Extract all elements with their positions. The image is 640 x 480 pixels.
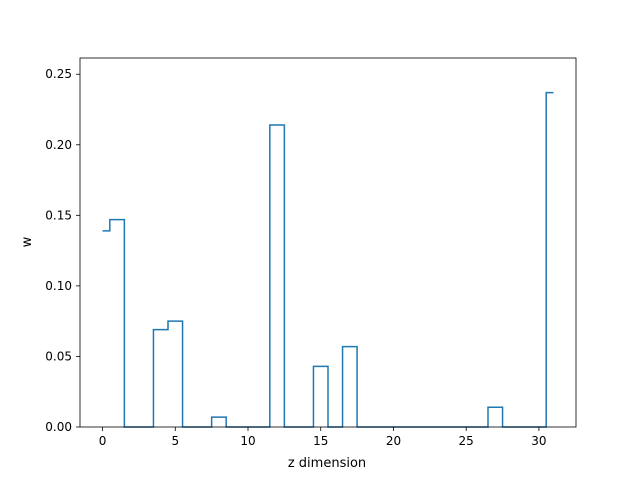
x-tick-label: 15 <box>313 434 328 448</box>
y-tick-label: 0.05 <box>45 349 72 363</box>
y-axis-label: w <box>20 236 35 247</box>
y-tick-label: 0.20 <box>45 138 72 152</box>
x-axis-ticks: 0 5 10 15 20 25 30 <box>99 427 547 448</box>
y-tick-label: 0.00 <box>45 420 72 434</box>
x-tick-label: 5 <box>171 434 179 448</box>
x-tick-label: 10 <box>240 434 255 448</box>
x-tick-label: 0 <box>99 434 107 448</box>
x-axis-label: z dimension <box>288 456 366 471</box>
y-tick-label: 0.25 <box>45 67 72 81</box>
axes-frame <box>79 57 577 428</box>
x-tick-label: 25 <box>459 434 474 448</box>
x-tick-label: 20 <box>386 434 401 448</box>
series-step-line-0 <box>102 91 554 428</box>
y-axis-ticks: 0.00 0.05 0.10 0.15 0.20 0.25 <box>45 67 80 434</box>
y-tick-label: 0.10 <box>45 279 72 293</box>
x-tick-label: 30 <box>531 434 546 448</box>
y-tick-label: 0.15 <box>45 208 72 222</box>
plot-area <box>79 57 577 428</box>
